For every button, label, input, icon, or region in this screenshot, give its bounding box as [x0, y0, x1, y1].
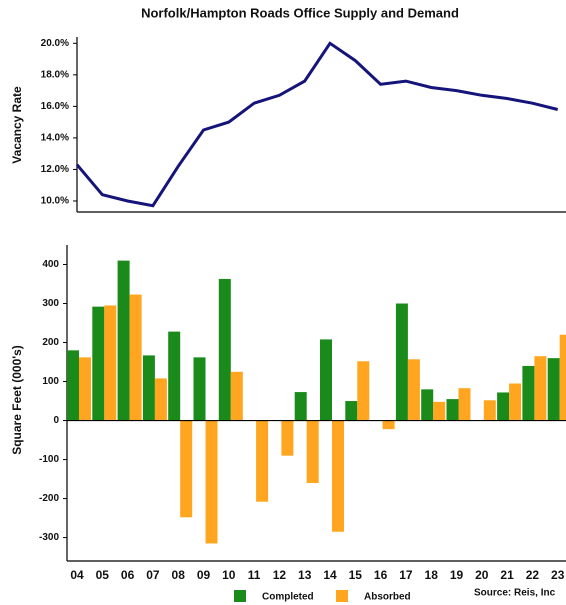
- bar: [357, 361, 370, 421]
- bar: [395, 303, 408, 421]
- x-tick-label: 04: [70, 568, 84, 582]
- x-tick-label: 22: [526, 568, 540, 582]
- x-tick-label: 11: [248, 568, 261, 582]
- bar: [205, 420, 218, 544]
- x-tick-label: 15: [349, 568, 363, 582]
- chart-title: Norfolk/Hampton Roads Office Supply and …: [141, 5, 459, 20]
- bar: [180, 420, 193, 518]
- bar: [142, 355, 155, 421]
- legend-swatch: [336, 590, 348, 602]
- bar: [67, 350, 79, 421]
- bar: [483, 400, 496, 421]
- y-tick-label: 20.0%: [41, 38, 69, 49]
- x-tick-label: 18: [425, 568, 439, 582]
- x-tick-label: 16: [374, 568, 388, 582]
- bar: [193, 357, 206, 421]
- source-note: Source: Reis, Inc: [474, 588, 556, 599]
- y-tick-label: 10.0%: [41, 196, 69, 207]
- bar: [446, 399, 459, 421]
- legend-label: Absorbed: [364, 592, 411, 603]
- bar: [129, 294, 142, 421]
- bar: [294, 392, 307, 421]
- y-tick-label: 400: [42, 259, 59, 270]
- x-tick-label: 05: [96, 568, 110, 582]
- bar: [382, 420, 395, 430]
- x-tick-label: 12: [273, 568, 287, 582]
- y-tick-label: -200: [39, 493, 59, 504]
- y-tick-label: -100: [39, 454, 59, 465]
- y-tick-label: -300: [39, 532, 59, 543]
- y-axis-label: Square Feet (000's): [10, 345, 24, 455]
- y-tick-label: 18.0%: [41, 69, 69, 80]
- bar: [458, 388, 471, 421]
- bar: [509, 383, 522, 421]
- x-tick-label: 23: [551, 568, 565, 582]
- y-tick-label: 0: [53, 415, 59, 426]
- legend-swatch: [234, 590, 246, 602]
- y-axis-label: Vacancy Rate: [10, 86, 24, 164]
- bar: [345, 401, 358, 421]
- bar: [104, 305, 117, 421]
- x-tick-label: 09: [197, 568, 211, 582]
- bar: [497, 392, 510, 421]
- bar: [230, 371, 243, 421]
- x-tick-label: 13: [298, 568, 312, 582]
- bar: [407, 359, 420, 421]
- bar: [168, 331, 181, 421]
- bar: [256, 420, 269, 502]
- legend-label: Completed: [262, 592, 314, 603]
- y-tick-label: 12.0%: [41, 164, 69, 175]
- bar: [421, 389, 434, 421]
- y-tick-label: 300: [42, 298, 59, 309]
- y-tick-label: 14.0%: [41, 133, 69, 144]
- x-tick-label: 14: [323, 568, 337, 582]
- x-tick-label: 19: [450, 568, 464, 582]
- bar: [281, 420, 294, 456]
- x-tick-label: 10: [222, 568, 236, 582]
- bar: [522, 365, 535, 421]
- bar: [306, 420, 319, 483]
- bar: [117, 260, 130, 421]
- bar: [534, 356, 547, 421]
- bar: [332, 420, 344, 532]
- y-tick-label: 16.0%: [41, 101, 69, 112]
- y-tick-label: 100: [42, 376, 59, 387]
- bar: [433, 401, 446, 421]
- line: [75, 41, 559, 208]
- bar: [154, 378, 167, 421]
- bar: [218, 278, 231, 421]
- x-tick-label: 21: [500, 568, 514, 582]
- x-tick-label: 07: [146, 568, 160, 582]
- bar: [79, 357, 91, 421]
- x-tick-label: 20: [475, 568, 489, 582]
- y-tick-label: 200: [42, 337, 59, 348]
- bar: [92, 306, 105, 421]
- x-tick-label: 17: [399, 568, 413, 582]
- x-tick-label: 06: [121, 568, 135, 582]
- bar: [320, 339, 332, 421]
- bar: [559, 334, 566, 421]
- x-tick-label: 08: [172, 568, 186, 582]
- bar: [547, 358, 560, 421]
